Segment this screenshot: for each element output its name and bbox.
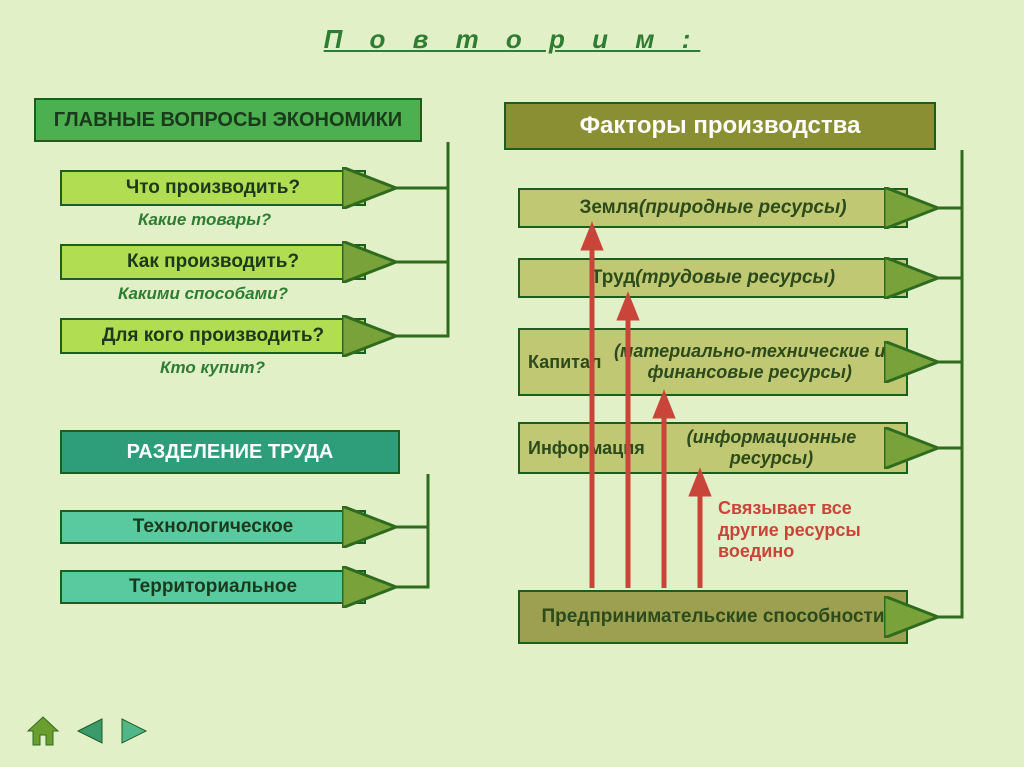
f2-box: Труд (трудовые ресурсы) (518, 258, 908, 298)
d1-box: Технологическое (60, 510, 366, 544)
right-header: Факторы производства (504, 102, 936, 150)
nav-back-icon[interactable] (70, 713, 108, 749)
nav-forward-icon[interactable] (116, 713, 154, 749)
q1-sub: Какие товары? (138, 210, 271, 230)
note-text: Связывает вседругие ресурсывоедино (718, 498, 861, 563)
f4-box: Информация(информационные ресурсы) (518, 422, 908, 474)
left-header2: РАЗДЕЛЕНИЕ ТРУДА (60, 430, 400, 474)
q3-sub: Кто купит? (160, 358, 265, 378)
q1-box: Что производить? (60, 170, 366, 206)
d2-box: Территориальное (60, 570, 366, 604)
left-header: ГЛАВНЫЕ ВОПРОСЫ ЭКОНОМИКИ (34, 98, 422, 142)
nav-home-icon[interactable] (24, 713, 62, 749)
q2-box: Как производить? (60, 244, 366, 280)
q2-sub: Какими способами? (118, 284, 288, 304)
f5-box: Предпринимательские способности (518, 590, 908, 644)
f1-box: Земля (природные ресурсы) (518, 188, 908, 228)
f3-box: Капитал (материально-технические и финан… (518, 328, 908, 396)
q3-box: Для кого производить? (60, 318, 366, 354)
page-title: П о в т о р и м : (0, 0, 1024, 55)
